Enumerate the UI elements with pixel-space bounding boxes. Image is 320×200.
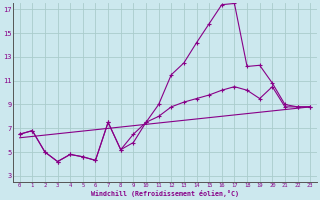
X-axis label: Windchill (Refroidissement éolien,°C): Windchill (Refroidissement éolien,°C) [91,190,239,197]
